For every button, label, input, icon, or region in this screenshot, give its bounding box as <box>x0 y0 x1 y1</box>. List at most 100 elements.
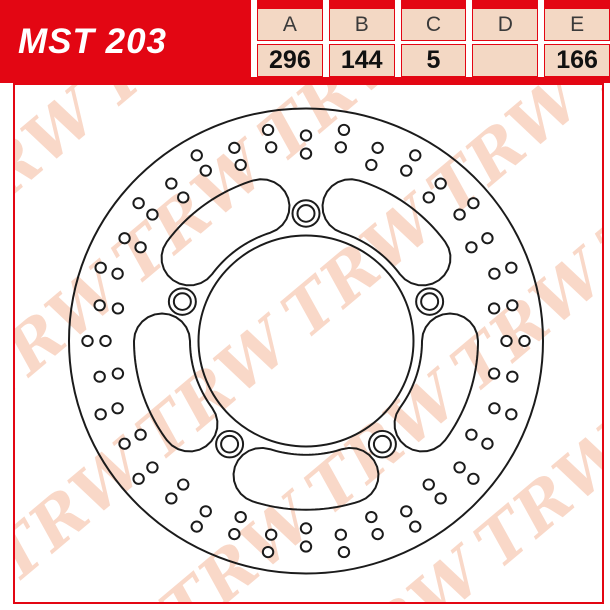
vent-hole <box>465 428 478 441</box>
vent-hole <box>93 299 106 312</box>
trw-watermark-text: TRW <box>75 85 262 123</box>
vent-hole <box>132 472 145 485</box>
trw-watermark-text: TRW <box>414 85 601 231</box>
hub-bore <box>197 234 415 448</box>
spec-col-value: 5 <box>400 44 467 77</box>
vent-hole <box>434 492 447 505</box>
vent-hole <box>199 505 212 518</box>
vent-hole <box>165 492 178 505</box>
vent-hole <box>506 299 519 312</box>
vent-hole <box>111 267 124 280</box>
vent-hole <box>299 522 313 535</box>
spec-col-label: A <box>257 8 323 41</box>
spec-col-b: B 144 <box>328 0 395 77</box>
vent-hole <box>481 232 494 245</box>
kidney-cutout <box>232 446 380 511</box>
spec-col-value: 166 <box>544 44 610 77</box>
vent-hole <box>453 208 466 221</box>
vent-hole <box>118 437 131 450</box>
vent-hole <box>400 505 413 518</box>
vent-hole <box>337 546 351 559</box>
vent-hole <box>264 141 278 154</box>
kidney-cutout <box>393 312 479 453</box>
vent-hole <box>134 241 147 254</box>
vent-hole <box>518 334 531 348</box>
spec-col-value <box>472 44 539 77</box>
vent-hole <box>299 147 313 160</box>
vent-hole <box>465 241 478 254</box>
vent-hole <box>453 461 466 474</box>
spec-col-label: D <box>472 8 539 41</box>
spec-col-cap <box>472 0 539 8</box>
vent-hole <box>234 510 247 524</box>
spec-col-cap <box>400 0 467 8</box>
trw-watermark-text: TRW <box>485 585 602 602</box>
vent-hole <box>199 164 212 177</box>
bolt-hole <box>296 204 316 223</box>
vent-hole <box>371 141 384 154</box>
vent-hole <box>500 334 513 348</box>
vent-hole <box>299 129 313 142</box>
vent-hole <box>165 177 178 190</box>
vent-hole <box>487 367 501 380</box>
trw-watermark-text: TRW <box>437 233 602 407</box>
vent-hole <box>299 540 313 553</box>
vent-hole <box>111 367 125 380</box>
vent-hole <box>177 191 190 204</box>
spec-col-cap <box>328 0 395 8</box>
spec-col-label: E <box>544 8 610 41</box>
vent-hole <box>434 177 447 190</box>
vent-hole <box>488 267 501 280</box>
vent-hole <box>118 232 131 245</box>
vent-hole <box>190 149 203 162</box>
spec-table: A 296 B 144 C 5 D E 166 <box>251 0 610 77</box>
vent-hole <box>111 402 124 415</box>
vent-hole <box>409 520 422 533</box>
vent-hole <box>505 408 518 421</box>
bolt-hole <box>420 292 440 311</box>
vent-hole <box>132 197 145 210</box>
drawing-area: TRWTRWTRWTRWTRWTRWTRWTRWTRWTRWTRWTRWTRWT… <box>13 83 604 604</box>
spec-col-value: 144 <box>328 44 395 77</box>
vent-hole <box>177 478 190 491</box>
vent-hole <box>505 261 518 274</box>
vent-hole <box>94 261 107 274</box>
vent-hole <box>93 370 106 383</box>
vent-hole <box>261 546 275 559</box>
spec-col-d: D <box>472 0 539 77</box>
vent-hole <box>488 402 501 415</box>
spec-col-value: 296 <box>257 44 323 77</box>
vent-hole <box>99 334 112 348</box>
spec-col-e: E 166 <box>544 0 610 77</box>
vent-hole <box>487 302 501 315</box>
vent-hole <box>94 408 107 421</box>
header-bar: MST 203 A 296 B 144 C 5 D E <box>0 0 610 83</box>
vent-hole <box>467 472 480 485</box>
vent-hole <box>365 158 378 172</box>
spec-col-a: A 296 <box>257 0 323 77</box>
spec-col-label: C <box>400 8 467 41</box>
vent-hole <box>146 208 159 221</box>
vent-hole <box>264 528 278 541</box>
spec-col-cap <box>257 0 323 8</box>
disc-outer-edge <box>68 107 544 575</box>
bolt-hole <box>172 292 192 311</box>
trw-watermark-text: TRW <box>15 423 164 597</box>
vent-hole <box>81 334 94 348</box>
kidney-cutout <box>133 312 219 453</box>
vent-hole <box>400 164 413 177</box>
spec-col-c: C 5 <box>400 0 467 77</box>
vent-hole <box>146 461 159 474</box>
part-number: MST 203 <box>18 22 167 61</box>
spec-col-label: B <box>328 8 395 41</box>
vent-hole <box>234 158 247 172</box>
bolt-hole <box>372 434 392 454</box>
vent-hole <box>365 510 378 524</box>
kidney-cutout <box>160 178 291 287</box>
vent-hole <box>134 428 147 441</box>
vent-hole <box>111 302 125 315</box>
vent-hole <box>422 478 435 491</box>
vent-hole <box>481 437 494 450</box>
brake-disc-drawing: TRWTRWTRWTRWTRWTRWTRWTRWTRWTRWTRWTRWTRWT… <box>15 85 602 602</box>
vent-hole <box>261 123 275 136</box>
